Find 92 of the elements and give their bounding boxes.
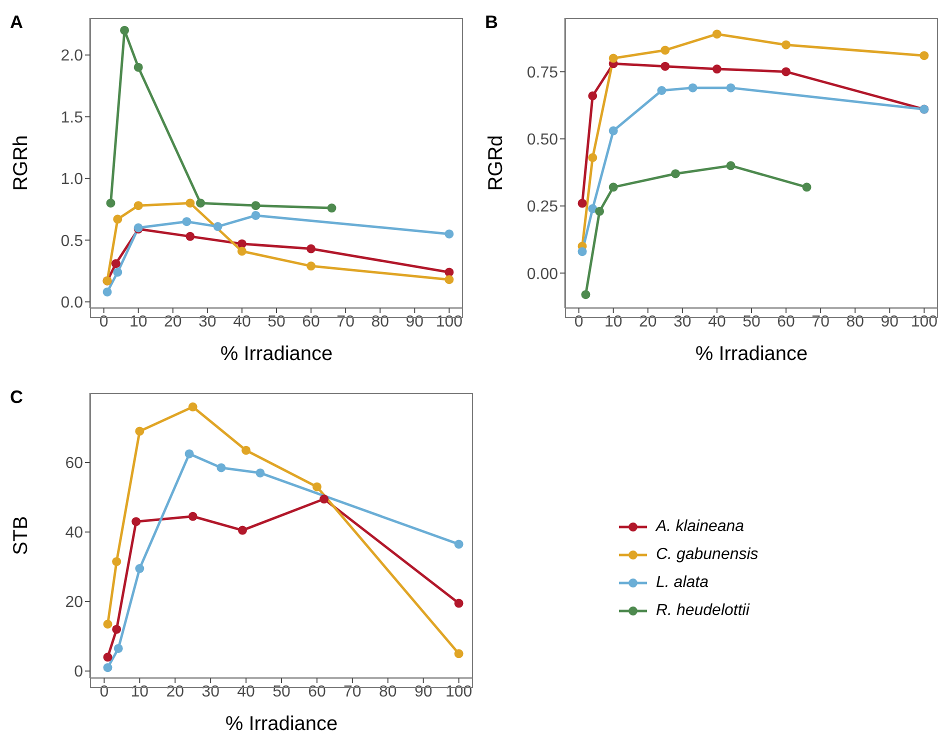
point <box>188 402 198 412</box>
legend-label: A. klaineana <box>656 517 744 537</box>
point <box>578 198 587 208</box>
point <box>216 463 226 472</box>
point <box>588 153 598 162</box>
x-axis-title: % Irradiance <box>695 343 808 365</box>
y-tick-label: 0.00 <box>526 266 558 283</box>
point <box>132 517 141 526</box>
point <box>595 206 604 216</box>
y-tick-label: 20 <box>65 594 84 612</box>
point <box>312 482 322 492</box>
y-tick-label: 0 <box>74 664 84 681</box>
point <box>444 229 454 238</box>
point <box>237 246 246 256</box>
point <box>213 222 222 232</box>
chart-title: A <box>10 12 23 33</box>
point <box>106 198 116 208</box>
point <box>102 287 112 296</box>
point <box>196 198 206 208</box>
y-tick-label: 1.0 <box>60 171 84 188</box>
point <box>103 663 112 672</box>
y-axis-title: RGRd <box>485 135 508 191</box>
point <box>135 426 144 436</box>
y-tick-label: 0.5 <box>60 232 84 250</box>
point <box>113 214 122 224</box>
point <box>134 62 143 72</box>
point <box>186 198 195 208</box>
point <box>112 624 122 634</box>
point <box>135 564 144 574</box>
point <box>782 67 791 76</box>
point <box>688 83 698 92</box>
point <box>251 210 260 220</box>
y-tick-label: 0.0 <box>60 294 84 312</box>
point <box>134 201 143 210</box>
point <box>242 446 251 455</box>
point <box>726 161 736 170</box>
point <box>444 275 454 284</box>
point <box>327 204 336 213</box>
point <box>112 557 122 566</box>
point <box>588 91 598 100</box>
point <box>657 86 666 95</box>
y-tick-label: 1.5 <box>60 109 84 126</box>
y-tick-label: 0.75 <box>526 64 558 82</box>
point <box>306 244 316 254</box>
y-tick-label: 0.25 <box>526 198 558 216</box>
legend-label: L. alata <box>656 573 708 593</box>
point <box>320 494 329 504</box>
point <box>660 46 670 55</box>
point <box>454 598 464 608</box>
point <box>671 169 680 178</box>
x-axis-title: % Irradiance <box>225 713 338 735</box>
legend-label: R. heudelottii <box>656 601 750 621</box>
y-tick-label: 2.0 <box>60 48 84 65</box>
point <box>660 62 670 71</box>
point <box>454 540 464 549</box>
point <box>581 290 590 300</box>
point <box>184 449 194 458</box>
point <box>237 239 246 248</box>
point <box>608 182 618 192</box>
point <box>588 204 598 214</box>
point <box>712 30 722 39</box>
point <box>186 232 195 241</box>
point <box>103 652 112 662</box>
y-axis-title: STB <box>10 516 32 555</box>
point <box>578 247 587 256</box>
y-tick-label: 0.50 <box>526 132 558 149</box>
x-axis-title: % Irradiance <box>220 343 333 365</box>
point <box>113 268 122 277</box>
point <box>712 64 722 74</box>
point <box>188 512 198 521</box>
point <box>182 217 192 226</box>
point <box>608 126 618 136</box>
point <box>920 51 929 60</box>
point <box>103 620 112 629</box>
y-tick-label: 40 <box>65 524 84 542</box>
point <box>238 526 247 535</box>
legend-label: C. gabunensis <box>656 545 758 565</box>
point <box>111 259 120 268</box>
point <box>802 182 812 192</box>
point <box>251 201 260 210</box>
y-axis-title: RGRh <box>10 135 32 191</box>
chart-title: B <box>485 12 498 33</box>
point <box>608 54 618 63</box>
point <box>782 40 791 50</box>
point <box>454 649 464 658</box>
point <box>114 644 123 653</box>
point <box>120 26 130 35</box>
point <box>306 262 316 271</box>
point <box>726 83 736 92</box>
y-tick-label: 60 <box>65 455 84 472</box>
chart-title: C <box>10 387 23 408</box>
point <box>256 468 265 478</box>
